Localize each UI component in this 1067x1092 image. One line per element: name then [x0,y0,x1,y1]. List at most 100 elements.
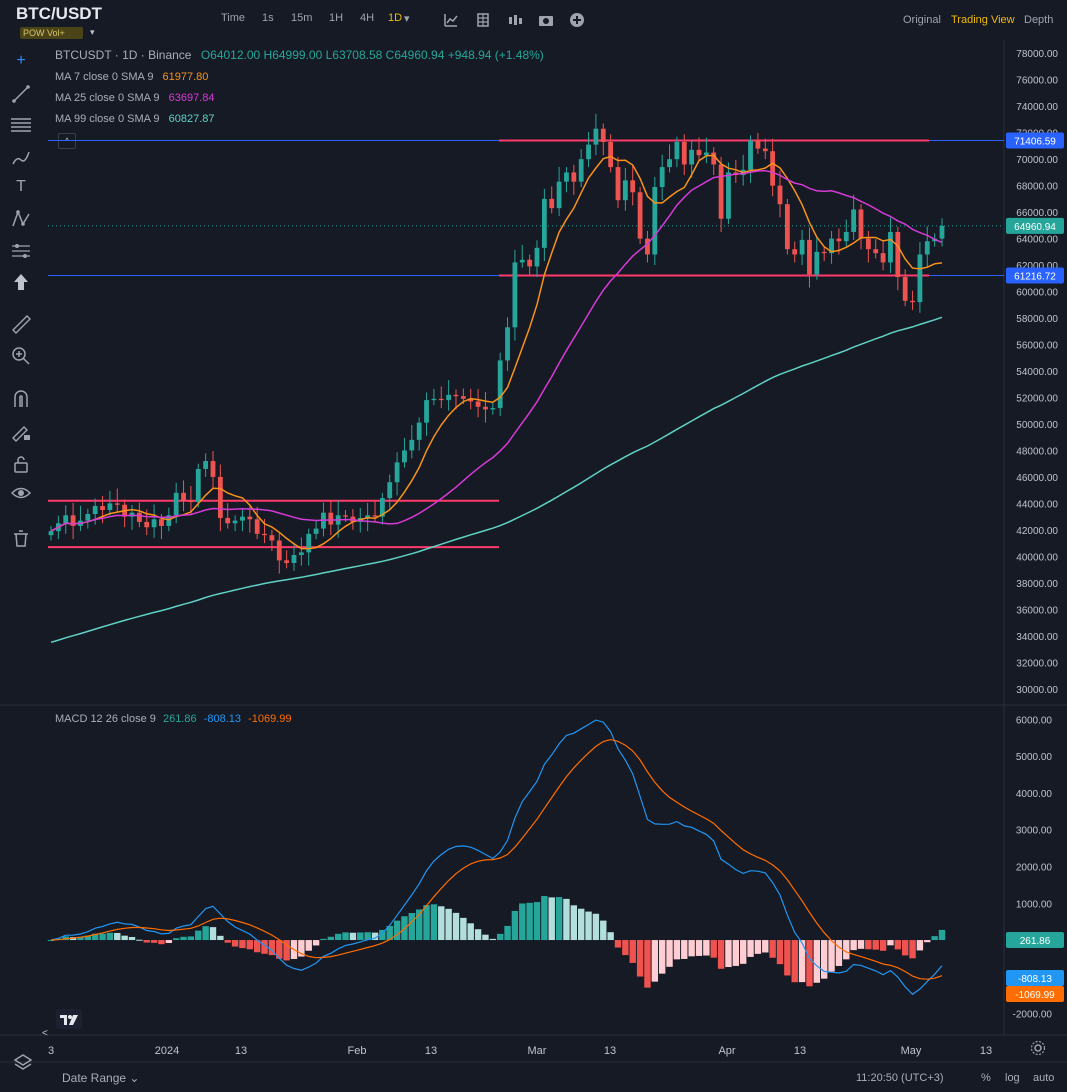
candle [600,128,606,142]
view-depth[interactable]: Depth [1024,14,1054,26]
macd-hist-bar [681,940,688,959]
candle [276,540,282,561]
macd-hist-bar [202,926,209,941]
candle [571,172,577,182]
pair-title[interactable]: BTC/USDT [16,4,102,23]
candle [578,159,584,182]
macd-hist-bar [224,940,231,943]
candle [888,231,893,263]
add-icon[interactable] [569,12,585,28]
macd-hist-bar [924,940,931,943]
candle [652,186,658,255]
price-tick: 32000.00 [1016,658,1058,669]
candle [939,225,945,239]
arrow-icon[interactable] [10,271,32,293]
macd-hist-bar [180,936,187,941]
macd-hist-bar [246,940,254,950]
macd-hist-bar [187,936,195,941]
auto-toggle[interactable]: auto [1033,1072,1055,1084]
macd-tick: -2000.00 [1013,1010,1053,1021]
percent-toggle[interactable]: % [981,1072,991,1084]
macd-hist-bar [209,927,217,941]
candle [556,181,562,209]
macd-hist-bar [283,940,290,961]
eye-icon[interactable] [10,482,32,504]
time-tick: 13 [604,1045,616,1057]
macd-tick: 4000.00 [1016,789,1053,800]
view-original[interactable]: Original [903,14,941,26]
ruler-icon[interactable] [10,313,32,335]
candle [173,492,179,516]
templates-icon[interactable] [475,12,491,28]
candle [313,528,319,534]
candle [475,401,481,407]
candle [328,512,334,525]
candle [291,555,297,563]
lock-drawing-icon[interactable] [10,421,32,443]
trash-icon[interactable] [10,527,32,549]
candle [365,515,371,518]
candle [703,152,709,156]
settings-gear-icon[interactable] [1030,1040,1046,1061]
magnet-icon[interactable] [10,388,32,410]
macd-hist-bar [548,897,555,941]
macd-hist-bar [747,940,754,957]
crosshair-icon[interactable]: + [16,52,26,69]
date-range-button[interactable]: Date Range ⌄ [62,1071,139,1085]
price-tick: 56000.00 [1016,341,1058,352]
layers-icon[interactable] [13,1053,33,1076]
macd-hist-bar [386,925,393,941]
text-icon[interactable]: T [16,178,26,195]
scroll-left-icon: < [42,1028,48,1039]
chart-type-icon[interactable] [507,12,523,28]
candle [497,360,503,409]
candle [247,516,253,520]
pattern-icon[interactable] [10,208,32,230]
indicators-icon[interactable] [443,12,459,28]
price-tick: 62000.00 [1016,261,1058,272]
macd-label: -1069.99 [1015,990,1055,1001]
tags-dropdown-icon[interactable]: ▾ [90,27,95,37]
time-tick: 13 [425,1045,437,1057]
candle [424,400,429,423]
macd-label-box [1006,970,1064,986]
log-toggle[interactable]: log [1005,1072,1020,1084]
trendline-icon[interactable] [10,83,32,105]
macd-hist-bar [577,908,585,941]
zoom-icon[interactable] [10,345,32,367]
view-trading-view[interactable]: Trading View [951,14,1015,26]
fib-icon[interactable] [10,114,32,136]
screenshot-icon[interactable] [538,12,554,28]
price-label: 71406.59 [1014,137,1056,148]
lock-icon[interactable] [10,453,32,475]
candle [151,519,157,528]
candle [593,128,599,145]
macd-hist-bar [563,898,570,941]
timeframe-dropdown-icon[interactable]: ▾ [404,13,410,25]
tf-time[interactable]: Time [221,12,246,24]
macd-hist-bar [806,940,813,987]
tf-4h[interactable]: 4H [360,12,375,24]
forecast-icon[interactable] [10,240,32,262]
candle [549,198,555,209]
macd-hist-bar [511,910,519,941]
brush-icon[interactable] [10,147,32,169]
tf-1h[interactable]: 1H [329,12,344,24]
macd-hist-bar [600,920,607,941]
macd-hist-bar [312,940,320,946]
candle [107,503,113,511]
candle [622,180,628,201]
candle [895,231,901,277]
price-label-box [1006,217,1064,234]
candle [873,249,879,254]
tf-1d[interactable]: 1D [388,12,403,24]
candle [114,503,120,505]
candle [453,394,459,397]
chevron-down-icon: ⌄ [129,1071,140,1085]
tf-1s[interactable]: 1s [262,12,274,24]
ma25-legend: MA 25 close 0 SMA 9 63697.84 [55,92,215,104]
macd-label-box [1006,932,1064,948]
macd-hist-bar [585,911,592,941]
tf-15m[interactable]: 15m [291,12,313,24]
